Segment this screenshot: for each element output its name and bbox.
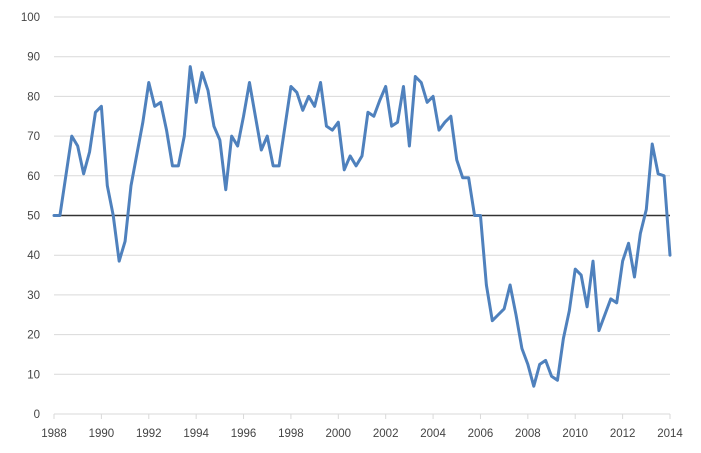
y-tick-label: 80 bbox=[27, 91, 40, 103]
gridlines bbox=[54, 16, 670, 375]
x-tick-label: 2012 bbox=[610, 428, 636, 440]
x-tick-label: 2002 bbox=[373, 428, 399, 440]
x-tick-label: 1998 bbox=[278, 428, 304, 440]
y-tick-label: 40 bbox=[27, 250, 40, 262]
x-tick-label: 1996 bbox=[231, 428, 257, 440]
x-tick-label: 2006 bbox=[468, 428, 494, 440]
y-tick-label: 10 bbox=[27, 369, 40, 381]
y-tick-label: 90 bbox=[27, 52, 40, 64]
x-tick-label: 2010 bbox=[562, 428, 588, 440]
y-tick-label: 70 bbox=[27, 131, 40, 143]
series-line bbox=[52, 65, 672, 388]
series-group bbox=[52, 65, 672, 388]
x-tick-label: 2014 bbox=[657, 428, 683, 440]
x-tick-label: 1990 bbox=[89, 428, 115, 440]
x-tick-label: 1988 bbox=[41, 428, 67, 440]
x-tick-labels: 1988 1990 1992 1994 1996 1998 2000 2002 2004 2006… bbox=[41, 428, 683, 440]
x-tick-label: 1994 bbox=[183, 428, 209, 440]
x-tick-label: 2000 bbox=[326, 428, 352, 440]
y-tick-label: 60 bbox=[27, 171, 40, 183]
y-tick-label: 50 bbox=[27, 211, 40, 223]
y-tick-labels: 0 10 20 30 40 50 60 70 80 90 100 bbox=[21, 12, 40, 421]
x-tick-label: 1992 bbox=[136, 428, 162, 440]
y-tick-label: 20 bbox=[27, 330, 40, 342]
y-tick-label: 100 bbox=[21, 12, 40, 24]
y-tick-label: 30 bbox=[27, 290, 40, 302]
x-tick-marks bbox=[53, 414, 671, 419]
x-tick-label: 2008 bbox=[515, 428, 541, 440]
y-tick-label: 0 bbox=[34, 409, 40, 421]
x-tick-label: 2004 bbox=[420, 428, 446, 440]
